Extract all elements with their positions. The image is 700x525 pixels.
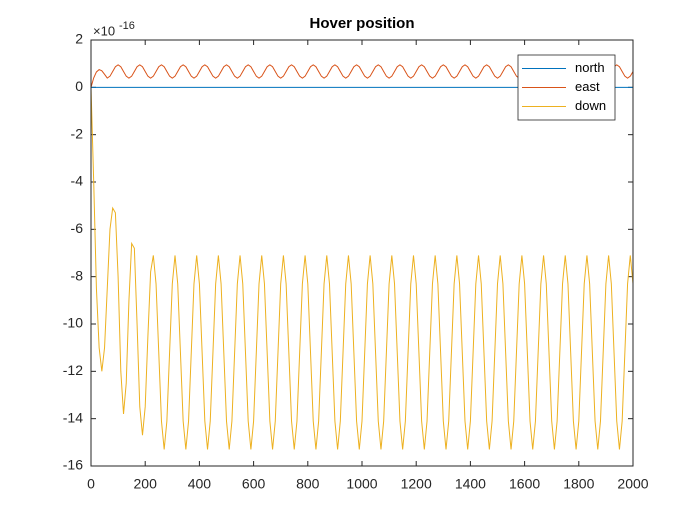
y-tick-label: -10 <box>63 315 83 331</box>
legend-label: east <box>575 79 600 94</box>
y-tick-label: -6 <box>71 220 84 236</box>
x-tick-label: 2000 <box>617 476 648 492</box>
x-tick-label: 200 <box>134 476 158 492</box>
chart-title: Hover position <box>309 15 414 32</box>
x-tick-label: 1800 <box>563 476 594 492</box>
x-tick-label: 800 <box>296 476 320 492</box>
y-tick-label: -4 <box>71 173 84 189</box>
y-tick-label: -8 <box>71 267 84 283</box>
x-tick-label: 1200 <box>401 476 432 492</box>
x-tick-label: 1600 <box>509 476 540 492</box>
y-exponent-base: ×10 <box>93 23 115 38</box>
y-tick-label: 2 <box>75 31 83 47</box>
axes-box <box>90 39 634 467</box>
y-tick-label: 0 <box>75 78 83 94</box>
x-tick-label: 1000 <box>346 476 377 492</box>
x-tick-label: 400 <box>188 476 212 492</box>
y-tick-label: -12 <box>63 362 83 378</box>
y-tick-label: -16 <box>63 457 83 473</box>
legend-label: down <box>575 98 606 113</box>
x-tick-label: 600 <box>242 476 266 492</box>
y-exponent-power: -16 <box>119 20 135 32</box>
y-tick-label: -14 <box>63 409 83 425</box>
y-tick-label: -2 <box>71 125 84 141</box>
legend-label: north <box>575 60 605 75</box>
x-tick-label: 1400 <box>455 476 486 492</box>
series-line <box>90 87 634 450</box>
x-tick-label: 0 <box>87 476 95 492</box>
